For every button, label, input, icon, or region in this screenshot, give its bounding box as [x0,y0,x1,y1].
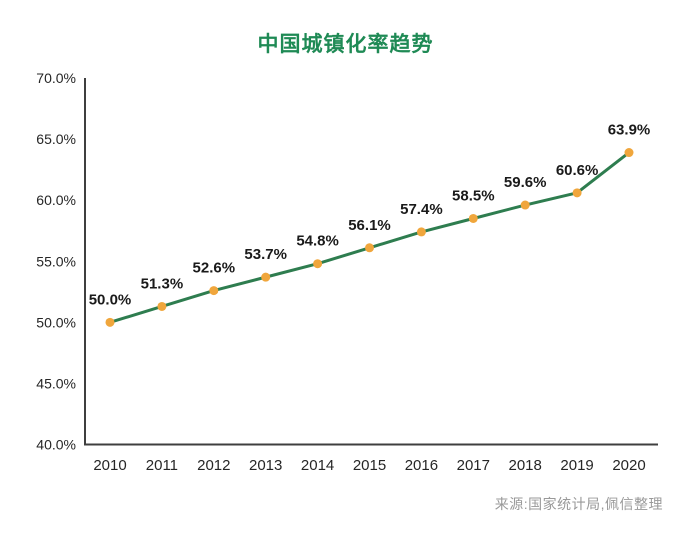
data-label: 50.0% [89,291,132,308]
y-tick-label: 40.0% [36,437,76,453]
data-label: 51.3% [141,275,184,292]
x-tick-label: 2017 [457,457,490,474]
data-point-marker [157,301,167,311]
data-point-marker [313,259,323,269]
data-point-marker [365,243,374,253]
source-note: 来源:国家统计局,佩信整理 [494,496,663,512]
y-tick-label: 70.0% [36,70,76,86]
data-point-marker [572,188,582,198]
data-point-marker [468,213,478,223]
data-point-marker [261,272,271,282]
data-point-marker [209,286,219,296]
data-label: 60.6% [556,162,599,179]
data-label: 57.4% [400,201,443,218]
data-label: 56.1% [348,217,391,234]
data-point-marker [105,317,115,327]
data-label: 58.5% [452,187,495,204]
x-tick-label: 2011 [146,457,178,474]
data-label: 52.6% [193,260,236,277]
x-tick-label: 2020 [612,457,645,474]
y-tick-label: 65.0% [36,131,76,147]
data-label: 54.8% [296,233,339,250]
x-tick-label: 2012 [197,457,230,474]
trend-line [108,151,631,324]
x-tick-label: 2016 [405,457,438,474]
y-tick-label: 50.0% [36,314,76,330]
data-label: 63.9% [608,122,651,139]
y-tick-label: 60.0% [36,192,76,208]
x-tick-label: 2013 [249,457,282,474]
data-point-marker [416,227,426,237]
x-tick-label: 2015 [353,457,386,474]
x-tick-label: 2019 [560,457,593,474]
x-tick-label: 2018 [509,457,542,474]
y-tick-label: 45.0% [36,375,76,391]
y-tick-label: 55.0% [36,253,76,269]
data-label: 59.6% [504,174,547,191]
data-label: 53.7% [244,246,287,263]
chart-title: 中国城镇化率趋势 [257,33,434,56]
x-tick-label: 2010 [93,457,126,474]
x-tick-label: 2014 [301,457,334,474]
data-point-marker [520,200,530,210]
data-point-marker [624,148,634,158]
